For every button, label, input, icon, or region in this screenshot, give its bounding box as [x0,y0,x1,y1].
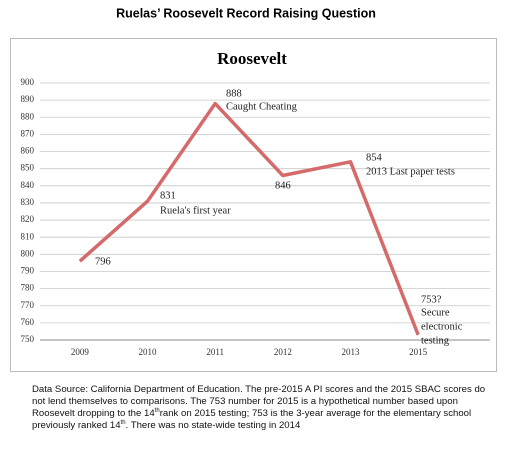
chart-title: Roosevelt [217,49,287,68]
y-tick-label: 770 [21,300,35,310]
annotation: electronic [421,321,463,332]
footer-note: Data Source: California Department of Ed… [32,384,492,432]
y-tick-label: 870 [21,128,35,138]
data-label: 831 [160,190,176,201]
y-tick-label: 890 [21,94,35,104]
x-tick-label: 2009 [71,347,90,357]
y-tick-label: 840 [21,180,35,190]
y-tick-label: 800 [21,248,35,258]
y-tick-label: 780 [21,283,35,293]
footer-sup: th [120,419,126,426]
annotation: Secure [421,307,450,318]
x-tick-label: 2013 [342,347,361,357]
y-tick-label: 790 [21,266,35,276]
x-tick-label: 2010 [139,347,158,357]
footer-sup: th [154,407,160,414]
annotation: 2013 Last paper tests [366,166,455,177]
footer-text: Data Source: California Department of Ed… [32,384,486,419]
annotation: Caught Cheating [226,101,298,112]
annotation: Ruela's first year [160,205,231,216]
data-label: 846 [275,180,291,191]
x-tick-label: 2012 [274,347,292,357]
y-tick-label: 820 [21,214,35,224]
chart-frame [10,38,497,372]
x-tick-label: 2011 [206,347,224,357]
data-line [78,101,420,336]
y-tick-label: 750 [21,334,35,344]
y-tick-label: 760 [21,317,35,327]
x-tick-label: 2015 [409,347,428,357]
y-tick-label: 860 [21,146,35,156]
y-tick-label: 880 [21,111,35,121]
data-label: 796 [95,256,111,267]
footer-text: . There was no state-wide testing in 201… [125,420,301,431]
footer-text: rank on 2015 testing; 753 is the 3-year … [32,408,472,431]
chart: Ruelas’ Roosevelt Record Raising Questio… [10,6,497,372]
page-title: Ruelas’ Roosevelt Record Raising Questio… [116,6,376,20]
y-tick-label: 850 [21,163,35,173]
y-tick-label: 810 [21,231,35,241]
y-tick-label: 830 [21,197,35,207]
data-label: 854 [366,152,383,163]
annotation: testing [421,335,450,346]
data-label: 888 [226,88,242,99]
y-tick-label: 900 [21,77,35,87]
data-label: 753? [421,294,442,305]
